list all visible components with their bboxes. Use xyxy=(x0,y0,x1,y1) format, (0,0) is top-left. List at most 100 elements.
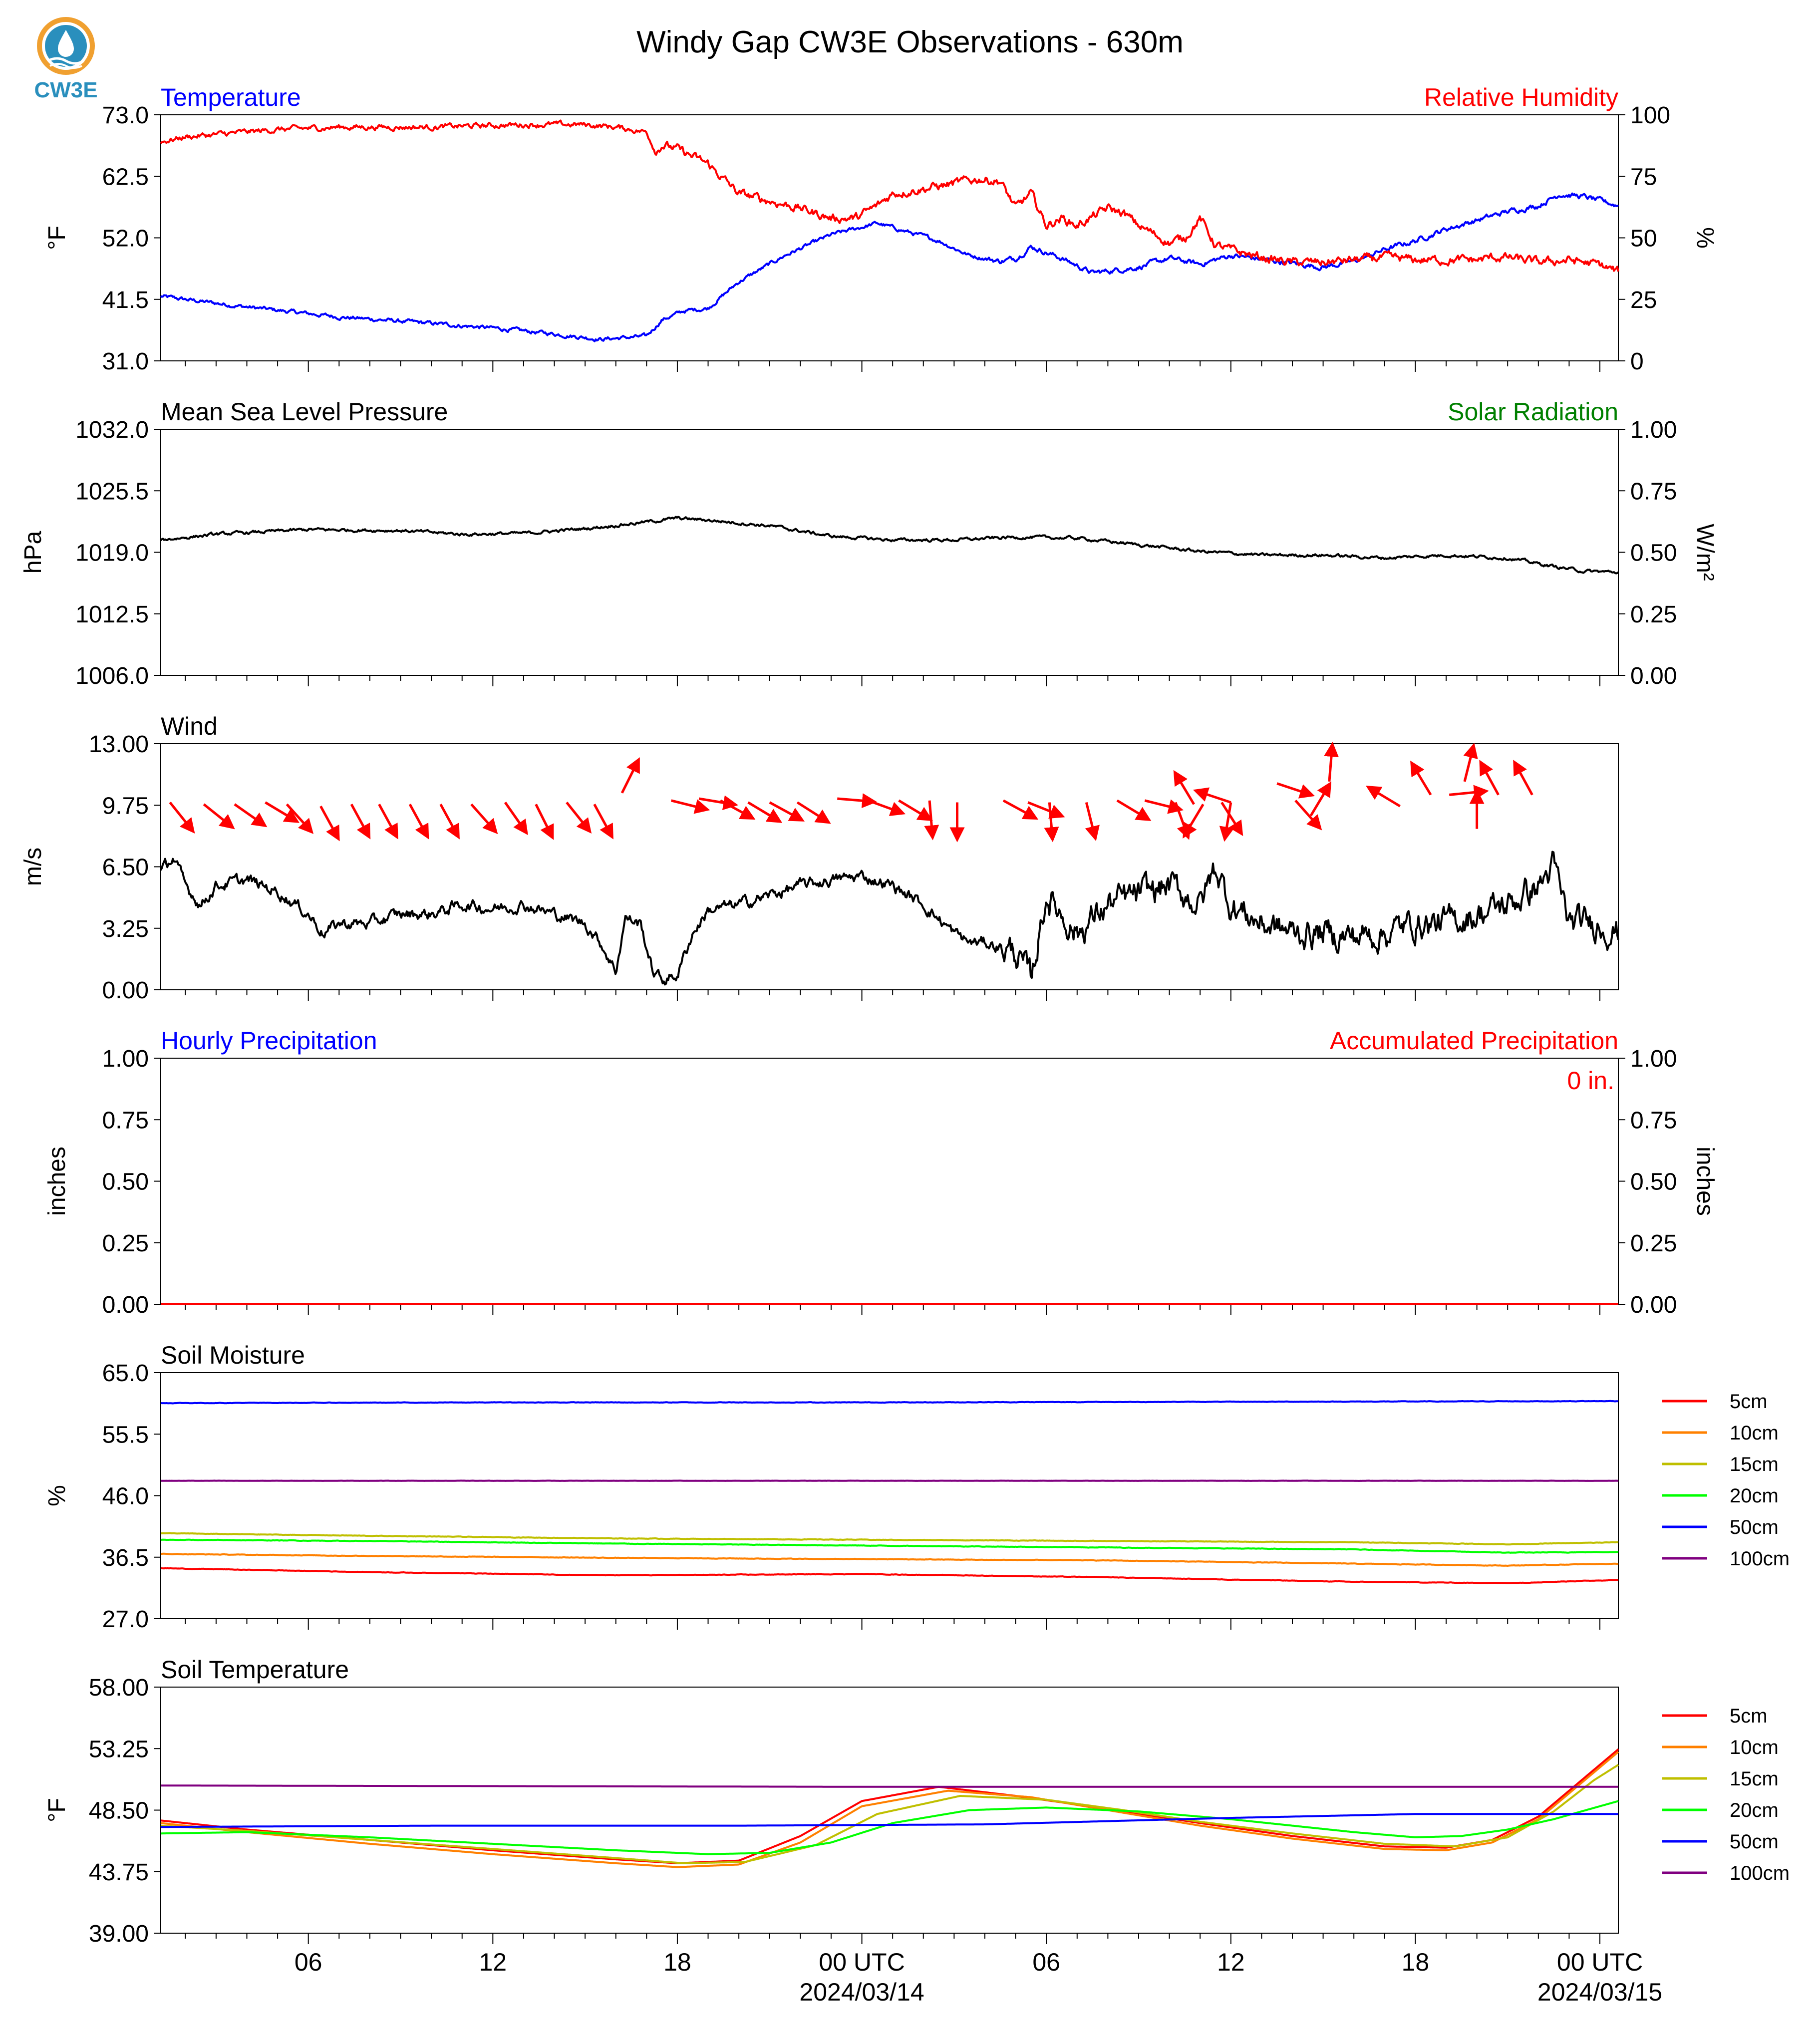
wind-arrow xyxy=(1513,760,1533,796)
x-tick-label: 18 xyxy=(1402,1948,1430,1976)
y-tick-label: 1012.5 xyxy=(75,601,149,628)
series-line-10cm xyxy=(160,1751,1619,1868)
cw3e-logo-icon xyxy=(37,17,95,75)
y2-tick-label: 25 xyxy=(1630,287,1657,313)
series-line-50cm xyxy=(161,1813,1618,1828)
y-tick-label: 0.00 xyxy=(102,977,149,1004)
wind-arrow xyxy=(319,805,340,842)
wind-arrow xyxy=(203,803,235,830)
series-line-0 xyxy=(160,192,1619,342)
series-line-100cm xyxy=(160,1479,1619,1482)
series-line-15cm xyxy=(160,1764,1619,1864)
legend-label: 5cm xyxy=(1730,1391,1768,1413)
plot-frame xyxy=(160,1058,1619,1305)
y-tick-label: 52.0 xyxy=(102,226,149,252)
y-tick-label: 13.00 xyxy=(89,731,149,758)
y2-tick-label: 0.50 xyxy=(1630,1169,1677,1195)
x-tick-label: 18 xyxy=(663,1948,691,1976)
x-date-label: 2024/03/14 xyxy=(799,1978,924,2006)
wind-arrow xyxy=(837,793,877,809)
y-tick-label: 1019.0 xyxy=(75,540,149,567)
y-tick-label: 0.50 xyxy=(102,1169,149,1195)
y-tick-label: 73.0 xyxy=(102,102,149,129)
panel-soil_moisture: Soil Moisture 65.0 55.5 46.0 36.5 27.0% 5cm 10c… xyxy=(44,1341,1790,1633)
y-tick-label: 1.00 xyxy=(102,1046,149,1072)
wind-arrow xyxy=(1116,799,1152,821)
y-axis-label: % xyxy=(44,1485,70,1506)
chart-title: Windy Gap CW3E Observations - 630m xyxy=(636,25,1184,59)
y-axis-label: °F xyxy=(44,1798,70,1822)
wind-arrow xyxy=(1173,770,1196,805)
series-line-1 xyxy=(160,119,1619,272)
wind-arrow xyxy=(1366,785,1401,808)
y2-tick-label: 0.25 xyxy=(1630,601,1677,628)
series-line-0 xyxy=(160,851,1619,986)
x-tick-label: 00 UTC xyxy=(819,1948,905,1976)
cw3e-logo: CW3E xyxy=(26,15,106,105)
series-line-5cm xyxy=(160,1748,1619,1864)
panel-title-left: Mean Sea Level Pressure xyxy=(161,398,448,426)
series-line-20cm xyxy=(161,1538,1619,1554)
wind-arrow xyxy=(1294,800,1322,831)
wind-arrow xyxy=(1463,743,1478,782)
plot-frame xyxy=(160,1687,1619,1934)
panel-title-left: Soil Temperature xyxy=(161,1656,349,1684)
x-tick-label: 12 xyxy=(479,1948,507,1976)
series-line-10cm xyxy=(161,1552,1619,1567)
legend-label: 10cm xyxy=(1730,1422,1779,1444)
wind-arrow xyxy=(265,801,300,823)
legend-label: 50cm xyxy=(1730,1831,1779,1853)
panel-pressure: Mean Sea Level Pressure Solar Radiation 10… xyxy=(20,398,1718,689)
wind-arrow xyxy=(378,804,398,840)
wind-arrow xyxy=(1044,802,1059,843)
y2-tick-label: 0.75 xyxy=(1630,478,1677,505)
y-tick-label: 65.0 xyxy=(102,1360,149,1387)
accumulated-precip-value: 0 in. xyxy=(1567,1067,1614,1095)
y-tick-label: 0.75 xyxy=(102,1107,149,1134)
wind-arrow xyxy=(1220,802,1243,837)
y-axis-label: °F xyxy=(44,226,70,250)
y-tick-label: 31.0 xyxy=(102,348,149,375)
y-tick-label: 53.25 xyxy=(89,1736,149,1762)
wind-arrow xyxy=(1193,787,1231,804)
x-tick-label: 06 xyxy=(295,1948,322,1976)
wind-arrow xyxy=(566,801,592,834)
y2-tick-label: 75 xyxy=(1630,164,1657,190)
wind-arrow xyxy=(1085,802,1100,842)
legend-label: 100cm xyxy=(1730,1862,1790,1884)
y-axis-label: m/s xyxy=(20,848,46,886)
y-axis-label: hPa xyxy=(20,531,46,574)
panel-wind: Wind 13.00 9.75 6.50 3.25 0.00 m/s xyxy=(20,712,1619,1004)
legend-label: 15cm xyxy=(1730,1768,1779,1790)
wind-arrow xyxy=(898,799,933,821)
y2-tick-label: 0.25 xyxy=(1630,1230,1677,1257)
y2-tick-label: 1.00 xyxy=(1630,417,1677,443)
wind-arrow xyxy=(1144,799,1184,814)
legend-label: 15cm xyxy=(1730,1453,1779,1475)
legend-label: 10cm xyxy=(1730,1737,1779,1758)
y2-tick-label: 0.75 xyxy=(1630,1107,1677,1134)
wind-arrow xyxy=(1027,801,1065,819)
wind-arrow xyxy=(769,801,805,822)
y-axis-label: inches xyxy=(44,1147,70,1216)
wind-arrow xyxy=(1276,782,1315,799)
wind-arrow xyxy=(1449,785,1489,800)
y-tick-label: 6.50 xyxy=(102,855,149,881)
wind-arrow xyxy=(1219,802,1234,842)
logo-text: CW3E xyxy=(34,78,98,102)
wind-arrow xyxy=(350,804,371,840)
y2-tick-label: 0.00 xyxy=(1630,663,1677,689)
y-tick-label: 1025.5 xyxy=(75,478,149,505)
y-tick-label: 48.50 xyxy=(89,1798,149,1824)
plot-frame xyxy=(160,429,1619,676)
legend-label: 50cm xyxy=(1730,1516,1779,1538)
y-tick-label: 46.0 xyxy=(102,1483,149,1510)
panel-title-left: Hourly Precipitation xyxy=(161,1027,377,1055)
legend-label: 100cm xyxy=(1730,1548,1790,1570)
wind-arrow xyxy=(1410,760,1432,796)
y2-axis-label: inches xyxy=(1692,1147,1718,1216)
y2-axis-label: W/m² xyxy=(1692,524,1718,581)
panel-precip: Hourly Precipitation Accumulated Precipit… xyxy=(44,1027,1718,1318)
x-tick-label: 00 UTC xyxy=(1557,1948,1643,1976)
